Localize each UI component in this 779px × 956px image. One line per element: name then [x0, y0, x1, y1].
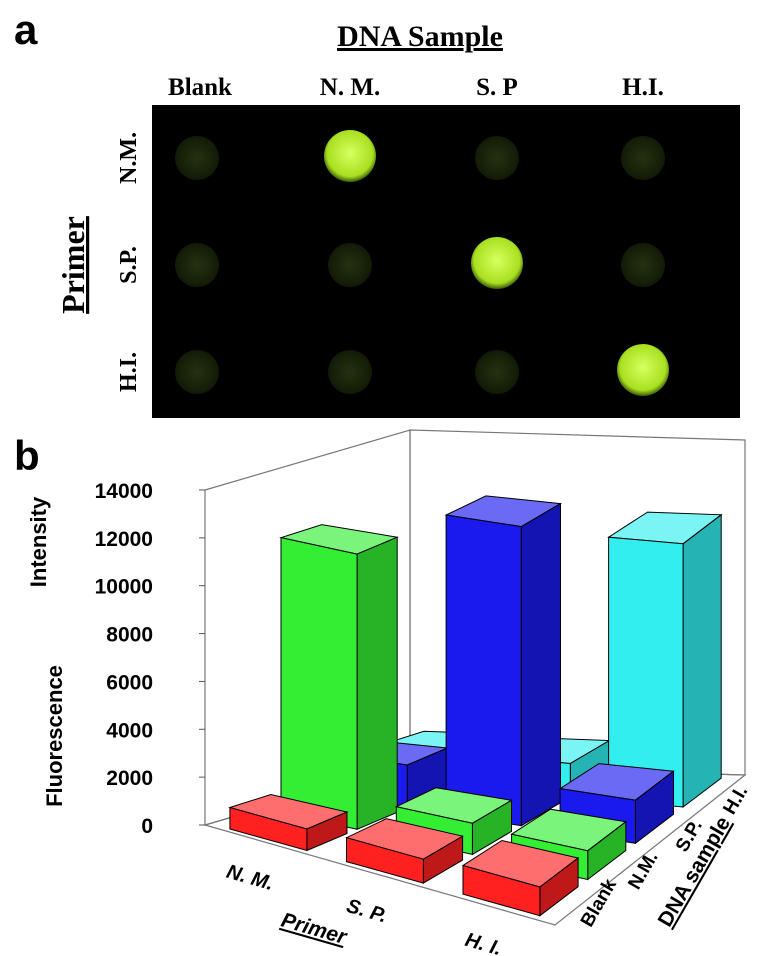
- x-tick-label: H. I.: [463, 929, 504, 956]
- y-tick-label: 12000: [95, 528, 153, 551]
- column-label: Blank: [168, 74, 232, 101]
- x-tick-label: S. P.: [344, 895, 389, 927]
- bar-side: [682, 513, 722, 809]
- column-label: S. P: [476, 74, 518, 101]
- x-tick-label: N. M.: [224, 861, 276, 895]
- bar: [345, 818, 464, 884]
- depth-tick-label: N.M.: [624, 848, 662, 893]
- bar: [444, 495, 563, 827]
- plot: 0 2000 4000 6000 8000 10000 12000 14000 N. M. S. …: [95, 429, 752, 956]
- column-label: H.I.: [622, 74, 664, 101]
- y-tick-label: 14000: [95, 480, 153, 503]
- column-label: N. M.: [320, 74, 380, 101]
- fluorescence-image: [152, 105, 740, 418]
- bar-front: [280, 536, 358, 830]
- sample-title: DNA Sample: [337, 20, 503, 53]
- row-label: S.P.: [116, 246, 142, 284]
- y-tick-label: 8000: [106, 624, 153, 647]
- y-tick-label: 4000: [106, 719, 153, 742]
- row-label: H.I.: [116, 352, 142, 392]
- y-axis-title: Intensity: [26, 496, 51, 587]
- y-tick-label: 6000: [106, 671, 153, 694]
- bar-front: [229, 806, 308, 852]
- bar: [279, 524, 399, 831]
- y-tick-label: 2000: [106, 767, 153, 790]
- bar-front: [346, 837, 424, 884]
- row-label: N.M.: [116, 132, 142, 184]
- panel-label: a: [14, 6, 38, 53]
- bar-front: [462, 864, 541, 917]
- x-axis-title: Primer: [279, 909, 351, 950]
- bar: [228, 793, 349, 852]
- y-tick-label: 10000: [95, 576, 153, 599]
- panel-label: b: [14, 432, 40, 479]
- depth-tick-label: H.I.: [719, 782, 752, 818]
- bar-side: [520, 502, 561, 827]
- y-tick-label: 0: [141, 815, 153, 838]
- bar: [461, 839, 580, 917]
- y-axis-title: Fluorescence: [42, 665, 67, 807]
- row-title: Primer: [55, 216, 91, 314]
- bar: [607, 511, 723, 809]
- bar-front: [445, 514, 522, 827]
- bar-side: [356, 536, 398, 831]
